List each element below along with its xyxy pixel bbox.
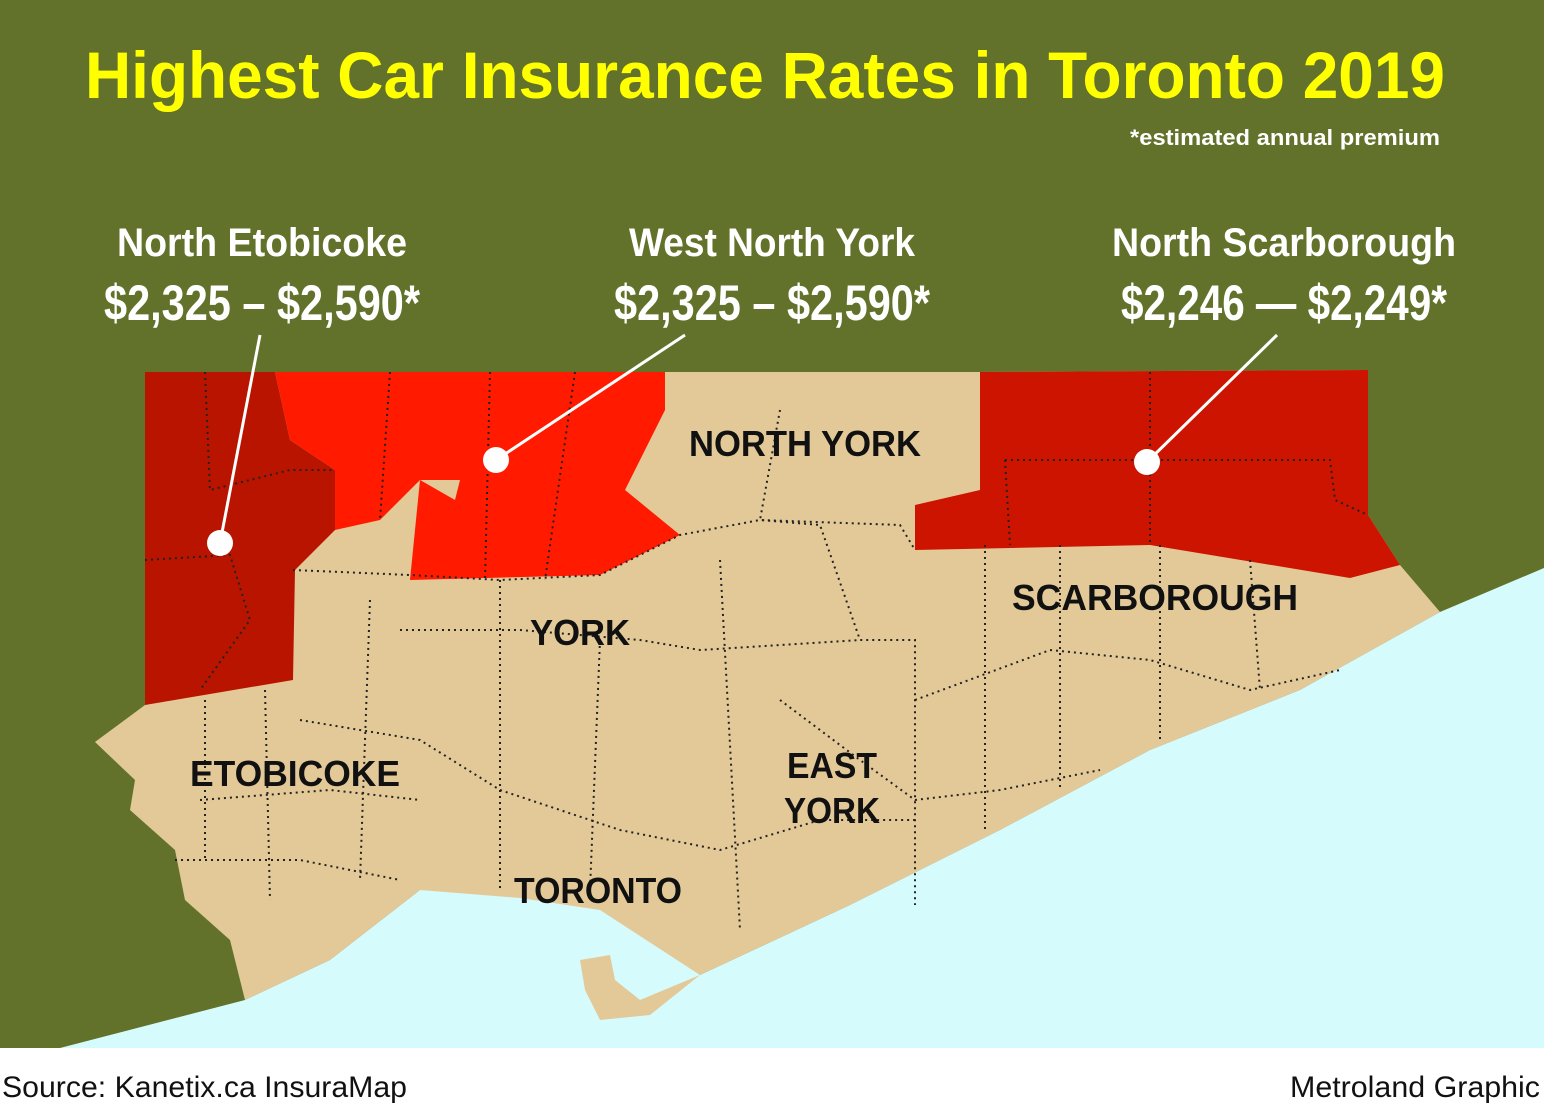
border [914,648,1341,701]
callout-range: $2,325 – $2,590* [614,275,930,331]
border [299,719,915,852]
pointer-dot [1134,449,1160,475]
credit: Metroland Graphic [1290,1071,1540,1104]
north-etobicoke-region [145,372,335,705]
border [292,518,916,582]
district-borders [144,371,1369,931]
district-label: TORONTO [514,870,682,911]
border [779,699,1101,802]
note: *estimated annual premium [1130,125,1440,150]
pointer [1145,333,1279,464]
title: Highest Car Insurance Rates in Toronto 2… [85,38,1445,112]
callout-name: North Scarborough [1112,221,1456,265]
border [204,559,741,931]
pointer [218,334,262,544]
callout-range: $2,325 – $2,590* [104,275,420,331]
lake [60,568,1544,1048]
district-label: YORK [530,612,630,653]
pointer-dot [207,530,233,556]
pointer [495,333,686,462]
border [204,371,335,492]
west-north-york-region [275,372,680,580]
island [580,955,700,1020]
border [1004,372,1369,546]
north-scarborough-region [915,370,1400,578]
callout-pointers [207,333,1279,556]
district-label: ETOBICOKE [190,753,400,794]
callout-name: West North York [629,221,916,265]
border [144,553,252,691]
district-label: NORTH YORK [689,423,921,464]
district-label: YORK [784,790,880,831]
callout-range: $2,246 — $2,249* [1121,275,1447,331]
district-label: SCARBOROUGH [1012,577,1298,618]
border [379,371,576,581]
source: Source: Kanetix.ca InsuraMap [2,1071,407,1104]
district-label: EAST [787,745,877,786]
callout-name: North Etobicoke [117,221,407,265]
border [175,788,421,881]
border [400,629,861,652]
pointer-dot [483,447,509,473]
